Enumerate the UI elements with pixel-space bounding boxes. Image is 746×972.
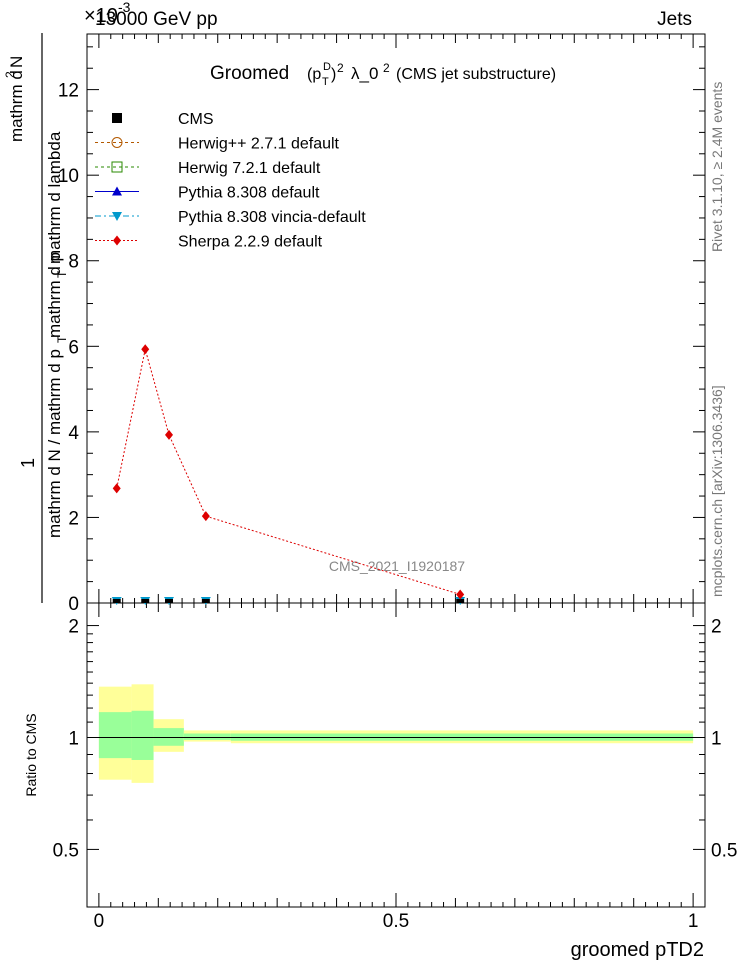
legend-label: Pythia 8.308 vincia-default (178, 209, 366, 226)
x-axis-label: groomed pTD2 (571, 939, 704, 961)
sherpa-point (201, 511, 210, 522)
svg-text:1: 1 (18, 458, 38, 468)
ratio-band-inner (153, 728, 184, 746)
legend-label: Herwig++ 2.7.1 default (178, 136, 340, 153)
ratio-plot-frame (86, 602, 706, 908)
cms-point (165, 599, 174, 603)
svg-text:λ_0: λ_0 (351, 64, 378, 83)
x-tick-label: 0.5 (383, 911, 409, 932)
ratio-y-tick-label: 1 (68, 728, 79, 749)
legend-entry-vincia: Pythia 8.308 vincia-default (95, 209, 366, 226)
exponent-label: ×10 (84, 5, 118, 27)
sherpa-line (116, 349, 461, 595)
legend-marker-triangle-up-icon (112, 186, 122, 196)
svg-text:): ) (331, 66, 336, 83)
category-label: Jets (657, 9, 692, 30)
cms-point (141, 599, 150, 603)
ratio-y-tick-label: 0.5 (53, 840, 79, 861)
ratio-y-tick-label: 2 (711, 617, 722, 638)
svg-text:D: D (323, 61, 331, 73)
cms-point (201, 599, 210, 603)
svg-text:T: T (322, 76, 329, 88)
mcplots-label: mcplots.cern.ch [arXiv:1306.3436] (709, 385, 725, 597)
svg-text:(p: (p (307, 66, 321, 83)
y-tick-label: 6 (68, 337, 79, 358)
svg-text:2: 2 (3, 71, 17, 78)
sherpa-point (112, 483, 121, 494)
y-tick-label: 12 (58, 81, 79, 102)
x-tick-label: 1 (688, 911, 699, 932)
legend-entry-cms: CMS (112, 111, 214, 128)
legend-label: Pythia 8.308 default (178, 185, 320, 202)
ratio-y-tick-label: 2 (68, 617, 79, 638)
main-axis-ticks: 0 2 4 6 8 10 12 (58, 34, 705, 615)
y-tick-label: 2 (68, 508, 79, 529)
ratio-band-inner (131, 710, 154, 760)
plot-title: Groomed (p T D ) 2 λ_0 2 (CMS jet substr… (210, 61, 556, 88)
svg-text:(CMS jet substructure): (CMS jet substructure) (396, 66, 556, 83)
y-tick-label: 8 (68, 252, 79, 273)
energy-label: 13000 GeV pp (95, 9, 218, 30)
svg-text:N: N (7, 56, 26, 68)
cms-point (456, 599, 465, 603)
legend-marker-diamond-icon (113, 235, 121, 246)
y-tick-label: 10 (58, 166, 79, 187)
legend-marker-triangle-down-icon (112, 212, 122, 221)
legend-label: CMS (178, 111, 214, 128)
ratio-y-tick-label: 1 (711, 728, 722, 749)
svg-text:T: T (55, 335, 69, 343)
y-tick-label: 4 (68, 423, 79, 444)
svg-text:mathrm d N / mathrm d p: mathrm d N / mathrm d p (45, 349, 64, 538)
sherpa-point (456, 589, 465, 600)
ratio-axis-ticks: 0 0.5 1 0.5 0.5 1 1 2 2 (53, 603, 737, 932)
ratio-band-inner (183, 733, 231, 740)
ratio-bands (98, 684, 694, 783)
ratio-y-tick-label: 0.5 (711, 840, 737, 861)
legend: CMS Herwig++ 2.7.1 default Herwig 7.2.1 de… (95, 111, 366, 251)
legend-marker-square-icon (112, 113, 122, 123)
legend-entry-herwig7: Herwig 7.2.1 default (95, 160, 321, 177)
ratio-y-axis-label: Ratio to CMS (23, 713, 39, 796)
legend-label: Herwig 7.2.1 default (178, 160, 321, 177)
legend-label: Sherpa 2.2.9 default (178, 234, 323, 251)
svg-text:mathrm d: mathrm d (7, 70, 26, 142)
y-tick-label: 0 (68, 594, 79, 615)
svg-text:Groomed: Groomed (210, 63, 289, 84)
svg-text:T: T (55, 270, 69, 278)
legend-marker-open-square-icon (111, 161, 123, 173)
ratio-band-inner (98, 712, 132, 759)
sherpa-point (141, 344, 150, 355)
svg-text:mathrm d lambda: mathrm d lambda (45, 131, 64, 264)
legend-marker-circle-icon (111, 137, 123, 148)
svg-text:2: 2 (337, 61, 344, 75)
svg-text:mathrm d p: mathrm d p (45, 252, 64, 338)
svg-text:2: 2 (383, 61, 390, 75)
legend-entry-sherpa: Sherpa 2.2.9 default (95, 234, 323, 251)
analysis-watermark: CMS_2021_I1920187 (329, 558, 465, 574)
cms-point (112, 599, 121, 603)
series-layer (111, 344, 466, 605)
legend-entry-pythia: Pythia 8.308 default (95, 185, 320, 202)
sherpa-point (165, 429, 174, 440)
main-y-axis-label: 1 mathrm d N / mathrm d p T mathrm d 2 N… (3, 33, 69, 603)
rivet-label: Rivet 3.1.10, ≥ 2.4M events (709, 82, 725, 252)
exponent-power: -3 (118, 0, 131, 15)
legend-entry-herwigpp: Herwig++ 2.7.1 default (95, 136, 340, 153)
x-tick-label: 0 (94, 911, 105, 932)
